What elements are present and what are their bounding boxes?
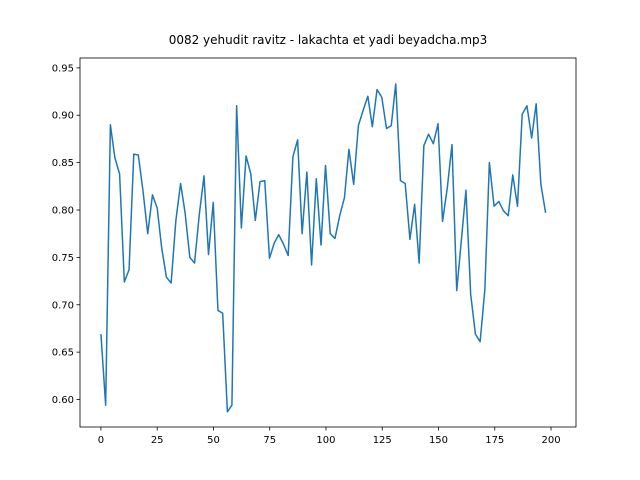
y-tick-label: 0.60	[52, 395, 74, 406]
x-tick-label: 100	[316, 435, 335, 446]
x-tick-label: 200	[541, 435, 560, 446]
y-tick-label: 0.70	[52, 300, 74, 311]
plot-frame	[79, 57, 577, 428]
x-tick-label: 175	[485, 435, 504, 446]
y-tick-label: 0.85	[52, 158, 74, 169]
y-tick-label: 0.65	[52, 348, 74, 359]
x-tick-label: 0	[98, 435, 104, 446]
y-tick-label: 0.90	[52, 111, 74, 122]
x-tick-label: 50	[207, 435, 220, 446]
x-tick-label: 75	[263, 435, 276, 446]
x-tick-label: 150	[429, 435, 448, 446]
y-tick-label: 0.75	[52, 253, 74, 264]
x-tick-label: 25	[151, 435, 164, 446]
y-tick-label: 0.80	[52, 205, 74, 216]
y-tick-label: 0.95	[52, 63, 74, 74]
chart-title: 0082 yehudit ravitz - lakachta et yadi b…	[169, 33, 488, 47]
x-tick-label: 125	[373, 435, 392, 446]
data-line	[100, 83, 547, 413]
